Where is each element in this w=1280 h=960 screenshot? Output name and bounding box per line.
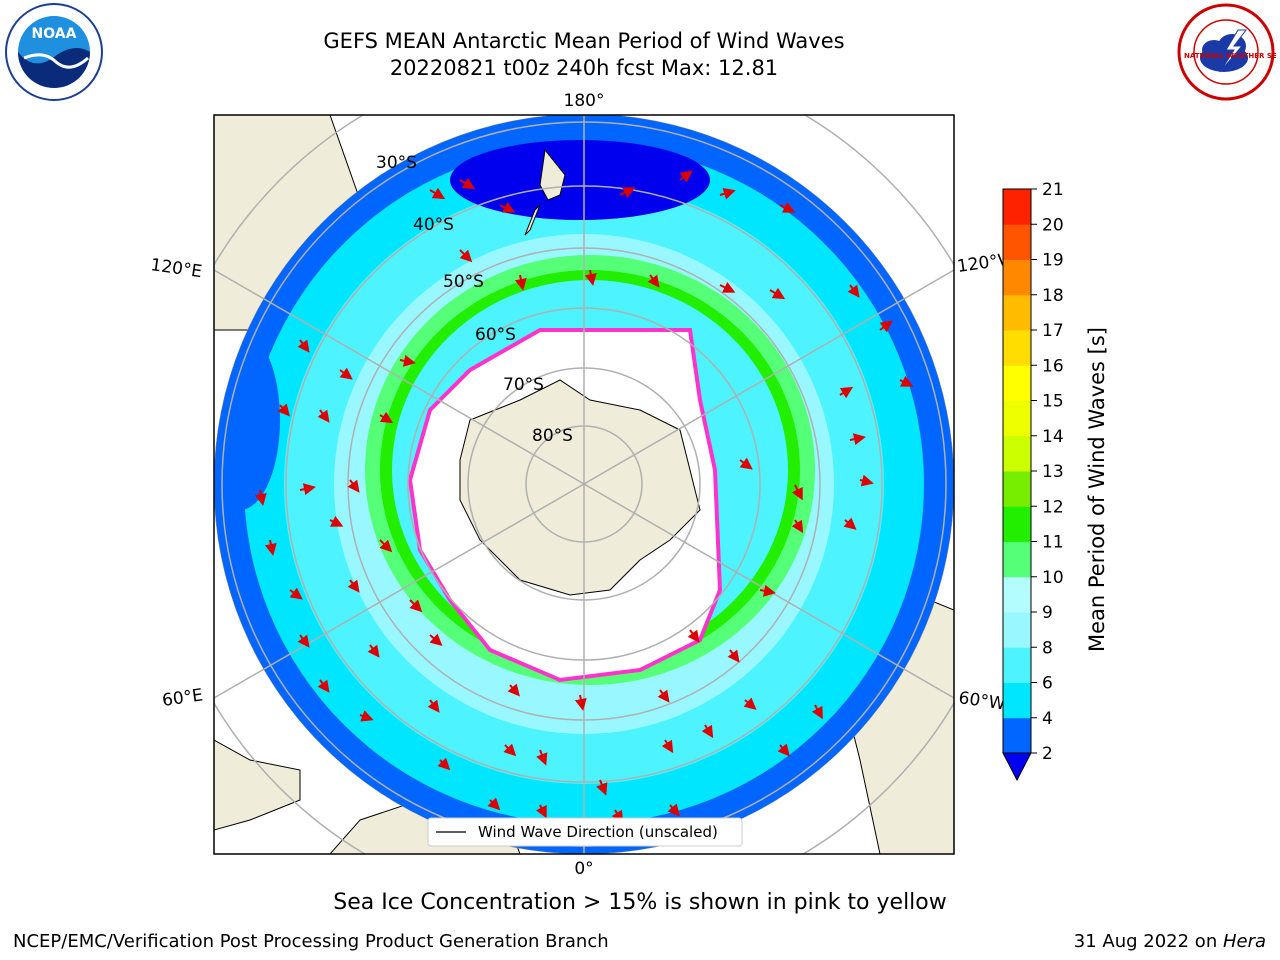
africa-landmass	[214, 739, 301, 831]
map-frame	[213, 114, 955, 855]
colorbar-segment	[1003, 400, 1031, 437]
svg-text:60°S: 60°S	[475, 325, 516, 345]
latitude-labels: 30°S 40°S 50°S 60°S 70°S 80°S	[376, 153, 573, 446]
colorbar-tick-label: 19	[1042, 251, 1064, 271]
nws-logo-text: NATIONAL WEATHER SERVICE	[1184, 52, 1276, 60]
colorbar-segment	[1003, 259, 1031, 296]
colorbar-tick-label: 13	[1042, 462, 1064, 482]
colorbar-tick-label: 8	[1042, 638, 1053, 658]
colorbar-segment	[1003, 541, 1031, 578]
colorbar-segment	[1003, 294, 1031, 331]
colorbar-label: Mean Period of Wind Waves [s]	[1085, 327, 1109, 652]
colorbar-segment	[1003, 365, 1031, 401]
map-legend	[427, 817, 743, 847]
footer-date: 31 Aug 2022 on Hera	[1074, 931, 1266, 952]
colorbar-tick-label: 18	[1042, 286, 1064, 306]
colorbar-tick-label: 4	[1042, 709, 1053, 729]
wind-wave-arrows	[254, 170, 914, 824]
colorbar-under-triangle	[1002, 752, 1032, 782]
colorbar-segment	[1003, 576, 1031, 613]
colorbar-segment	[1003, 330, 1031, 366]
colorbar-tick-label: 17	[1042, 321, 1064, 341]
footer-date-text: 31 Aug 2022 on	[1073, 931, 1223, 952]
svg-text:120°E: 120°E	[149, 255, 203, 282]
colorbar-tick-label: 6	[1042, 674, 1053, 694]
colorbar-tick-label: 15	[1042, 392, 1064, 412]
colorbar-segment	[1003, 435, 1031, 472]
colorbar-tick-label: 2	[1042, 744, 1053, 764]
svg-text:30°S: 30°S	[376, 153, 417, 173]
colorbar-tick-label: 11	[1042, 533, 1064, 553]
colorbar-tick-label: 12	[1042, 497, 1064, 517]
colorbar-segment	[1003, 224, 1031, 260]
svg-text:70°S: 70°S	[503, 375, 544, 395]
plot-title: GEFS MEAN Antarctic Mean Period of Wind …	[323, 29, 845, 53]
colorbar-segment	[1003, 471, 1031, 507]
colorbar-tick-label: 9	[1042, 603, 1053, 623]
noaa-logo-text: NOAA	[32, 26, 77, 42]
svg-text:50°S: 50°S	[443, 272, 484, 292]
colorbar-segment	[1003, 717, 1031, 754]
svg-text:80°S: 80°S	[532, 426, 573, 446]
colorbar-tick-label: 16	[1042, 356, 1064, 376]
plot-subtitle: 20220821 t00z 240h fcst Max: 12.81	[389, 56, 779, 80]
footer-machine: Hera	[1222, 931, 1266, 952]
svg-text:0°: 0°	[574, 859, 593, 879]
legend-label: Wind Wave Direction (unscaled)	[478, 823, 718, 841]
nws-logo: NATIONAL WEATHER SERVICE	[1177, 3, 1276, 101]
noaa-logo: NOAA	[5, 3, 103, 101]
colorbar-segment	[1003, 189, 1031, 225]
colorbar-segment	[1003, 506, 1031, 542]
svg-text:60°E: 60°E	[161, 685, 204, 710]
colorbar-segment	[1003, 612, 1031, 648]
colorbar-tick-label: 10	[1042, 568, 1064, 588]
colorbar-segment	[1003, 647, 1031, 683]
colorbar-tick-label: 21	[1042, 180, 1064, 200]
colorbar-tick-label: 20	[1042, 215, 1064, 235]
svg-text:180°: 180°	[564, 91, 605, 111]
footer-branch: NCEP/EMC/Verification Post Processing Pr…	[13, 931, 609, 952]
antarctica-landmass	[459, 379, 701, 596]
colorbar-segment	[1003, 682, 1031, 719]
colorbar-tick-label: 14	[1042, 427, 1064, 447]
sea-ice-caption: Sea Ice Concentration > 15% is shown in …	[333, 890, 947, 915]
colorbar: 2 4 6 8 9 10 11 12 13 14 15 16 17 18 19 20 21	[1002, 180, 1064, 782]
svg-text:40°S: 40°S	[413, 215, 454, 235]
